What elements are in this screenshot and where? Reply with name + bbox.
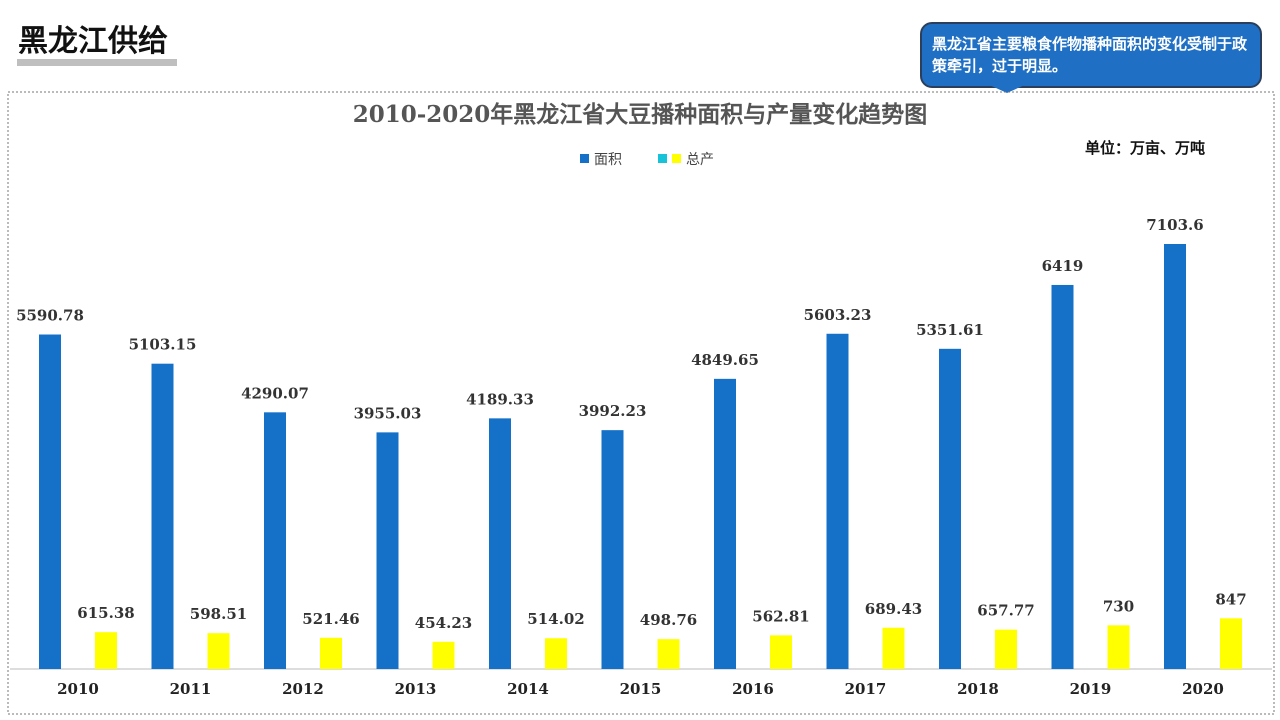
callout: 黑龙江省主要粮食作物播种面积的变化受制于政策牵引，过于明显。 [920,22,1262,88]
x-tick-label: 2016 [732,680,774,698]
x-tick-label: 2017 [845,680,887,698]
value-label: 4290.07 [241,384,309,402]
unit-label: 单位：万亩、万吨 [1085,139,1205,157]
value-label: 3992.23 [579,402,647,420]
x-tick-label: 2020 [1182,680,1224,698]
value-label: 5103.15 [129,336,197,354]
bar [770,635,792,669]
value-label: 514.02 [527,610,584,628]
legend-swatch [580,154,589,163]
value-label: 598.51 [190,605,247,623]
bar [39,334,61,669]
x-tick-label: 2013 [395,680,437,698]
chart-frame [7,91,1275,715]
x-tick-label: 2019 [1070,680,1112,698]
value-label: 7103.6 [1146,216,1203,234]
value-label: 6419 [1042,257,1084,275]
bar [207,633,230,669]
value-label: 615.38 [77,604,134,622]
bar [1164,244,1186,669]
bar [264,412,286,669]
bar [995,629,1017,669]
bar [376,432,399,669]
value-label: 562.81 [752,607,809,625]
legend-label: 面积 [594,152,622,168]
bar [151,363,174,669]
value-label: 5603.23 [804,306,872,324]
callout-pointer [985,83,1029,93]
bar [489,418,511,669]
value-label: 5590.78 [16,307,84,325]
value-label: 657.77 [977,602,1034,620]
bar [320,637,342,669]
legend-swatch [672,154,681,163]
x-tick-label: 2012 [282,680,324,698]
bar [545,638,567,669]
value-label: 3955.03 [354,404,422,422]
value-label: 454.23 [415,614,472,632]
title-underline [17,59,177,66]
value-label: 5351.61 [916,321,984,339]
value-label: 4189.33 [466,390,534,408]
bar [95,632,117,669]
bar [1051,284,1074,669]
x-tick-label: 2010 [57,680,99,698]
x-tick-label: 2015 [620,680,662,698]
value-label: 521.46 [302,610,359,628]
bar [882,627,905,669]
value-label: 847 [1215,590,1246,608]
bar [1220,618,1242,669]
x-tick-label: 2018 [957,680,999,698]
bar [657,639,680,669]
slide-title: 黑龙江供给 [18,24,168,59]
bar [939,348,961,669]
legend-label: 总产 [686,152,714,168]
bar [714,378,736,669]
bar [826,333,849,669]
bar [432,641,455,669]
legend-swatch [658,154,667,163]
chart-title: 2010-2020年黑龙江省大豆播种面积与产量变化趋势图 [353,101,928,128]
bar [601,430,624,669]
x-tick-label: 2014 [507,680,549,698]
x-tick-label: 2011 [170,680,212,698]
value-label: 4849.65 [691,351,759,369]
value-label: 730 [1103,597,1134,615]
bar [1107,625,1130,669]
value-label: 498.76 [640,611,697,629]
value-label: 689.43 [865,600,922,618]
